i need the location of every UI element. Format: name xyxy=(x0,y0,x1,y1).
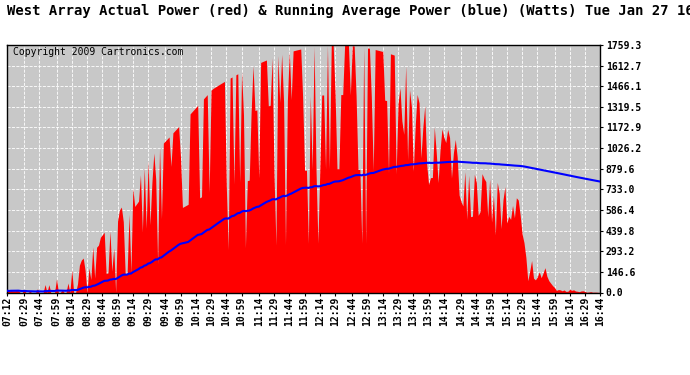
Text: Copyright 2009 Cartronics.com: Copyright 2009 Cartronics.com xyxy=(13,48,184,57)
Text: West Array Actual Power (red) & Running Average Power (blue) (Watts) Tue Jan 27 : West Array Actual Power (red) & Running … xyxy=(7,4,690,18)
